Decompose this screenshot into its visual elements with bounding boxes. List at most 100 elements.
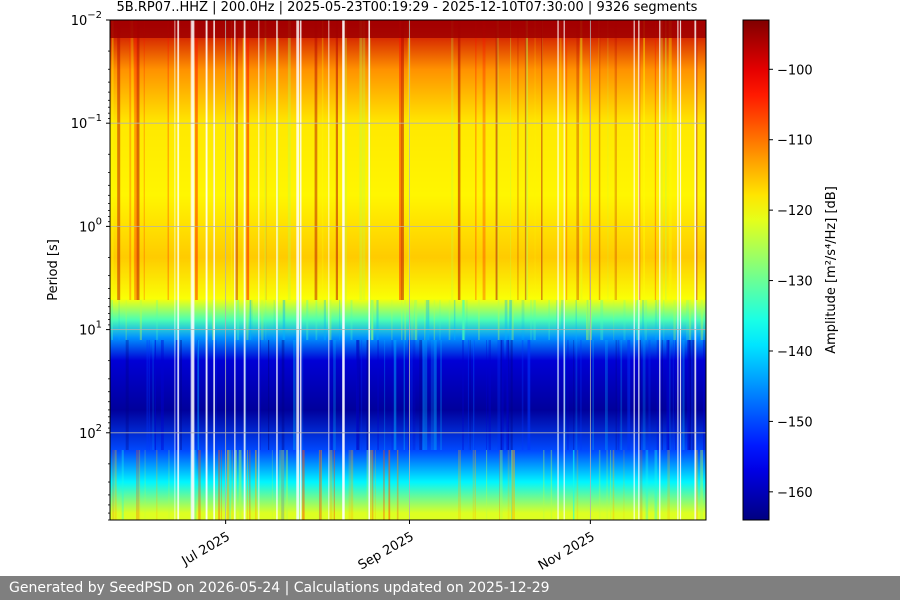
data-gap [659, 20, 661, 520]
heatmap-stripe [642, 340, 646, 450]
heatmap-stripe [696, 20, 698, 300]
heatmap-stripe [388, 450, 391, 520]
heatmap-stripe [410, 300, 414, 340]
heatmap-stripe [521, 340, 524, 450]
heatmap-base [110, 20, 706, 520]
colorbar-tick-label: −150 [777, 415, 813, 430]
heatmap-stripe [130, 20, 134, 300]
y-tick-label: 102 [79, 423, 102, 442]
heatmap-stripe [666, 340, 670, 450]
heatmap-stripe [605, 340, 608, 450]
heatmap-stripe [136, 450, 140, 520]
heatmap-stripe [673, 300, 676, 340]
heatmap-stripe [576, 450, 579, 520]
x-tick-label: Jul 2025 [179, 529, 233, 569]
heatmap-stripe [281, 450, 285, 520]
heatmap-stripe [125, 300, 127, 340]
heatmap-stripe [692, 340, 695, 450]
heatmap-stripe [117, 20, 121, 300]
heatmap-stripe [111, 20, 114, 300]
heatmap-stripe [661, 340, 663, 450]
heatmap-stripe [221, 450, 222, 520]
heatmap-stripe [335, 20, 338, 300]
data-gap [299, 20, 302, 520]
heatmap-stripe [511, 300, 514, 340]
heatmap-stripe [227, 450, 230, 520]
heatmap-stripe [575, 340, 578, 450]
heatmap-stripe [586, 300, 589, 340]
heatmap-stripe [687, 340, 691, 450]
heatmap-stripe [197, 340, 198, 450]
heatmap-stripe [474, 450, 476, 520]
heatmap-stripe [640, 450, 643, 520]
heatmap-stripe [667, 450, 670, 520]
heatmap-stripe [410, 340, 413, 450]
data-gap [276, 20, 278, 520]
heatmap-stripe [486, 340, 487, 450]
heatmap-stripe [391, 300, 393, 340]
heatmap-stripe [665, 20, 667, 300]
heatmap-stripe [377, 340, 379, 450]
heatmap-stripe [495, 20, 498, 300]
heatmap-stripe [642, 300, 644, 340]
heatmap-stripe [374, 450, 376, 520]
data-gap [192, 20, 195, 520]
colorbar: −100 −110 −120 −130 −140 −150 −160 Amplitude [… [742, 19, 839, 521]
plot-area [109, 19, 707, 521]
heatmap-stripe [271, 450, 273, 520]
heatmap-top-band [110, 20, 706, 38]
heatmap-stripe [451, 20, 454, 300]
data-gap [679, 20, 682, 520]
heatmap-stripe [282, 300, 286, 340]
heatmap-stripe [623, 300, 626, 340]
heatmap-stripe [573, 340, 575, 450]
heatmap-stripe [614, 20, 617, 300]
y-axis-label: Period [s] [46, 239, 61, 301]
heatmap-stripe [672, 340, 674, 450]
heatmap-stripe [329, 300, 332, 340]
heatmap-stripe [154, 340, 156, 450]
heatmap-stripe [265, 20, 267, 300]
heatmap-stripe [168, 450, 170, 520]
heatmap-stripe [517, 20, 519, 300]
heatmap-stripe [440, 340, 442, 450]
heatmap-stripe [668, 20, 672, 300]
heatmap-stripe [195, 20, 198, 300]
heatmap-stripe [118, 300, 120, 340]
heatmap-stripe [407, 20, 411, 300]
heatmap-stripe [462, 300, 465, 340]
heatmap-stripe [315, 300, 318, 340]
heatmap-stripe [350, 450, 354, 520]
heatmap-stripe [610, 450, 612, 520]
heatmap-stripe [319, 450, 322, 520]
heatmap-stripe [572, 450, 575, 520]
heatmap-stripe [467, 340, 469, 450]
heatmap-stripe [607, 20, 609, 300]
heatmap-stripe [281, 340, 285, 450]
heatmap-stripe [623, 450, 625, 520]
heatmap-stripe [427, 300, 430, 340]
heatmap-stripe [235, 20, 238, 300]
heatmap-stripe [361, 340, 363, 450]
heatmap-stripe [339, 300, 341, 340]
heatmap-stripe [627, 340, 631, 450]
colorbar-gradient [742, 19, 770, 521]
heatmap-stripe [580, 20, 583, 300]
spectrogram-chart: 5B.RP07..HHZ | 200.0Hz | 2025-05-23T00:1… [46, 0, 839, 574]
data-gap [328, 20, 330, 520]
plot-frame [109, 19, 707, 521]
heatmap-stripe [255, 450, 257, 520]
heatmap-stripe [644, 300, 648, 340]
heatmap-stripe [500, 340, 502, 450]
heatmap-stripe [197, 340, 200, 450]
heatmap-stripe [121, 450, 124, 520]
heatmap-stripe [448, 300, 451, 340]
heatmap-stripe [362, 20, 366, 300]
heatmap-stripe [249, 300, 253, 340]
heatmap-stripe [696, 450, 698, 520]
heatmap-stripe [704, 300, 706, 340]
heatmap-stripe [403, 340, 405, 450]
data-gap [633, 20, 635, 520]
heatmap-stripe [414, 300, 418, 340]
heatmap-stripe [592, 340, 594, 450]
